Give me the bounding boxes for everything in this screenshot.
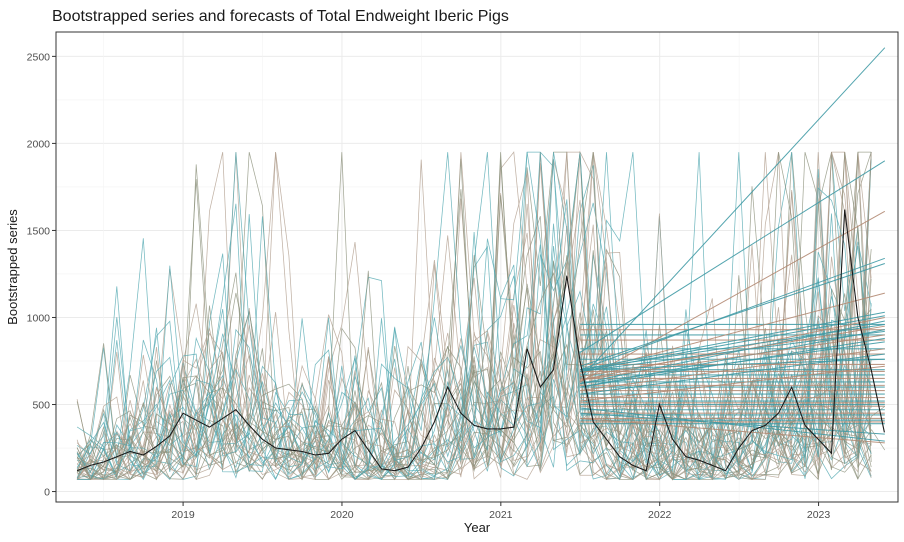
forecast-trend-line	[580, 316, 885, 381]
y-tick-label: 500	[32, 400, 50, 412]
y-tick-label: 0	[44, 487, 50, 499]
bootstrap-line	[76, 152, 872, 476]
bootstrap-line	[76, 152, 872, 481]
forecast-path	[579, 358, 886, 451]
forecast-trend-line	[579, 160, 886, 353]
bootstrap-line	[76, 152, 872, 480]
forecast-trend-line	[580, 365, 885, 402]
y-tick-label: 2000	[27, 138, 51, 150]
x-tick-label: 2020	[330, 509, 354, 521]
bootstrap-line	[77, 226, 872, 480]
x-tick-label: 2023	[807, 509, 831, 521]
bootstrap-line	[76, 256, 872, 481]
bootstrap-line	[76, 248, 872, 481]
forecast-trend-line	[580, 334, 885, 381]
forecast-trend-line	[580, 348, 885, 392]
forecast-trend-line	[580, 320, 885, 385]
y-axis-title: Bootstrapped series	[5, 209, 20, 325]
bootstrap-line	[76, 152, 872, 481]
forecast-trend-line	[580, 330, 885, 372]
bootstrap-line	[76, 151, 872, 480]
bootstrap-line	[76, 225, 872, 481]
y-tick-label: 1000	[27, 312, 51, 324]
original-series-line	[76, 209, 885, 472]
plot-panel	[55, 31, 899, 503]
bootstrap-line	[76, 255, 872, 480]
forecast-trend-line	[580, 210, 886, 383]
forecast-trend-line	[580, 263, 885, 367]
forecast-series	[579, 47, 886, 451]
x-axis-title: Year	[464, 520, 491, 535]
forecast-path	[579, 379, 886, 451]
y-tick-label: 2500	[27, 51, 51, 63]
original-series	[76, 209, 885, 472]
forecast-trend-line	[580, 311, 885, 371]
bootstrap-line	[76, 151, 872, 480]
forecast-trend-line	[580, 358, 885, 371]
bootstrap-line	[76, 152, 872, 481]
bootstrap-line	[77, 152, 872, 480]
y-tick-label: 1500	[27, 225, 51, 237]
bootstrap-line	[76, 152, 872, 481]
x-tick-label: 2022	[648, 509, 672, 521]
forecast-trend-line	[580, 323, 885, 371]
y-axis: 0 500 1000 1500 2000 2500	[27, 51, 56, 499]
x-tick-label: 2021	[489, 509, 513, 521]
forecast-trend-line	[580, 257, 885, 371]
x-axis: 2019 2020 2021 2022 2023	[171, 502, 830, 521]
x-tick-label: 2019	[171, 509, 195, 521]
bootstrap-line	[76, 151, 872, 480]
forecast-trend-line	[579, 47, 886, 379]
chart-title: Bootstrapped series and forecasts of Tot…	[52, 8, 509, 25]
forecast-trend-line	[580, 329, 885, 388]
forecast-trend-line	[580, 412, 885, 435]
bootstrap-line	[76, 305, 872, 480]
forecast-trend-line	[580, 407, 885, 442]
bootstrap-line	[76, 152, 872, 480]
bootstrap-line	[76, 152, 872, 477]
bootstrap-line	[76, 152, 872, 481]
